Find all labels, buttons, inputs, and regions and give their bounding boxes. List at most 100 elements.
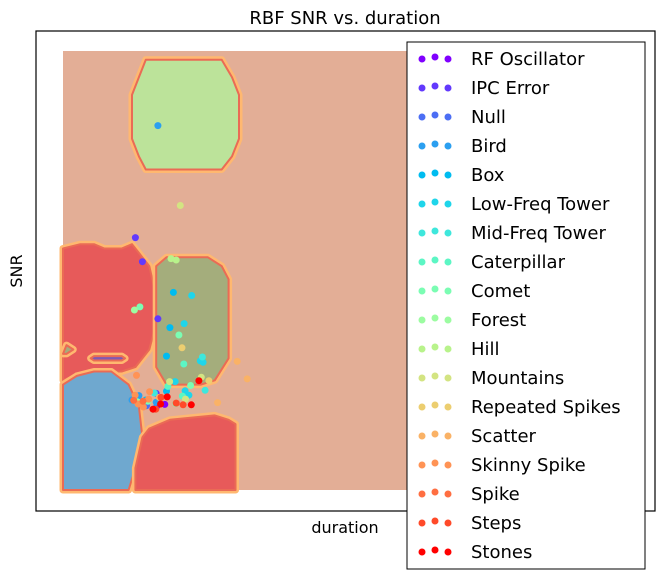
legend-label: Box xyxy=(471,165,505,186)
point-4-1 xyxy=(166,324,174,332)
legend-marker xyxy=(444,113,452,121)
region-4 xyxy=(134,414,237,491)
legend-label: IPC Error xyxy=(471,78,550,99)
point-5-0 xyxy=(188,292,196,299)
legend-marker xyxy=(418,345,426,353)
chart-title: RBF SNR vs. duration xyxy=(249,8,440,29)
point-5-1 xyxy=(180,320,188,328)
legend-label: Null xyxy=(471,107,506,128)
point-1-0 xyxy=(138,258,146,266)
point-13-1 xyxy=(243,375,251,383)
legend-label: Bird xyxy=(471,136,507,157)
point-13-2 xyxy=(214,399,222,407)
legend-marker xyxy=(418,142,426,150)
point-14-2 xyxy=(133,371,140,379)
point-17-3 xyxy=(187,401,195,409)
legend-marker xyxy=(444,55,452,63)
legend-marker xyxy=(444,374,452,382)
legend-marker xyxy=(431,111,439,119)
legend-marker xyxy=(418,490,426,498)
legend-marker xyxy=(444,461,452,469)
legend-marker xyxy=(418,200,426,208)
legend-label: Spike xyxy=(471,484,520,505)
point-17-4 xyxy=(149,405,157,413)
legend-marker xyxy=(418,374,426,382)
legend-label: Forest xyxy=(471,310,526,331)
point-11-3 xyxy=(182,395,189,403)
legend-marker xyxy=(418,548,426,556)
legend-marker xyxy=(418,229,426,237)
region-2 xyxy=(155,256,230,386)
legend-item: Spike xyxy=(418,484,520,505)
legend-item: Mountains xyxy=(418,368,564,389)
region-5 xyxy=(89,355,127,362)
legend-frame xyxy=(406,41,646,570)
legend-marker xyxy=(418,316,426,324)
point-17-0 xyxy=(163,393,171,401)
point-12-0 xyxy=(205,377,213,385)
legend-marker xyxy=(444,345,452,353)
legend-marker xyxy=(418,84,426,92)
legend-item: Repeated Spikes xyxy=(418,397,621,418)
legend-item: Null xyxy=(418,107,506,128)
point-16-1 xyxy=(157,393,165,401)
point-10-1 xyxy=(172,256,180,264)
point-9-0 xyxy=(130,306,138,314)
legend-marker xyxy=(444,287,452,295)
legend-item: Low-Freq Tower xyxy=(418,194,610,215)
legend-marker xyxy=(431,198,439,206)
legend-item: RF Oscillator xyxy=(418,49,585,70)
legend-marker xyxy=(431,314,439,322)
legend-item: IPC Error xyxy=(418,78,550,99)
point-4-2 xyxy=(163,352,170,360)
legend-marker xyxy=(431,140,439,148)
point-17-2 xyxy=(195,377,203,385)
y-axis-label: SNR xyxy=(7,254,26,287)
point-16-3 xyxy=(172,399,180,407)
legend-item: Forest xyxy=(418,310,526,331)
point-5-3 xyxy=(199,358,207,366)
legend-item: Scatter xyxy=(418,426,537,447)
point-17-1 xyxy=(157,400,165,408)
x-axis-label: duration xyxy=(311,518,378,537)
point-1-2 xyxy=(154,315,162,323)
legend-label: Hill xyxy=(471,339,500,360)
legend-label: Scatter xyxy=(471,426,537,447)
point-11-2 xyxy=(166,378,174,386)
legend-item: Steps xyxy=(418,513,521,534)
region-6 xyxy=(62,344,75,355)
legend-marker xyxy=(431,256,439,264)
legend-marker xyxy=(431,227,439,235)
legend-label: Mountains xyxy=(471,368,564,389)
legend-marker xyxy=(431,343,439,351)
legend-marker xyxy=(418,113,426,121)
legend-marker xyxy=(418,432,426,440)
legend-marker xyxy=(444,403,452,411)
data-points xyxy=(128,122,251,413)
legend-marker xyxy=(431,401,439,409)
legend-marker xyxy=(444,171,452,179)
legend-item: Stones xyxy=(418,542,532,563)
point-7-0 xyxy=(180,360,188,368)
legend-marker xyxy=(444,142,452,150)
point-14-5 xyxy=(145,395,153,403)
legend-marker xyxy=(444,229,452,237)
legend-marker xyxy=(444,490,452,498)
legend-item: Mid-Freq Tower xyxy=(418,223,606,244)
point-6-0 xyxy=(198,353,206,361)
legend-marker xyxy=(418,519,426,527)
legend-label: Low-Freq Tower xyxy=(471,194,610,215)
legend-marker xyxy=(431,285,439,293)
legend-marker xyxy=(418,287,426,295)
legend-marker xyxy=(444,200,452,208)
legend-item: Bird xyxy=(418,136,507,157)
legend-item: Skinny Spike xyxy=(418,455,586,476)
point-6-2 xyxy=(201,386,209,394)
legend-marker xyxy=(431,53,439,61)
legend-marker xyxy=(431,546,439,554)
legend-label: Repeated Spikes xyxy=(471,397,621,418)
legend-label: Stones xyxy=(471,542,532,563)
point-14-4 xyxy=(139,403,147,411)
legend: RF Oscillator IPC Error Null Bird Box Low-Fre… xyxy=(406,41,646,570)
